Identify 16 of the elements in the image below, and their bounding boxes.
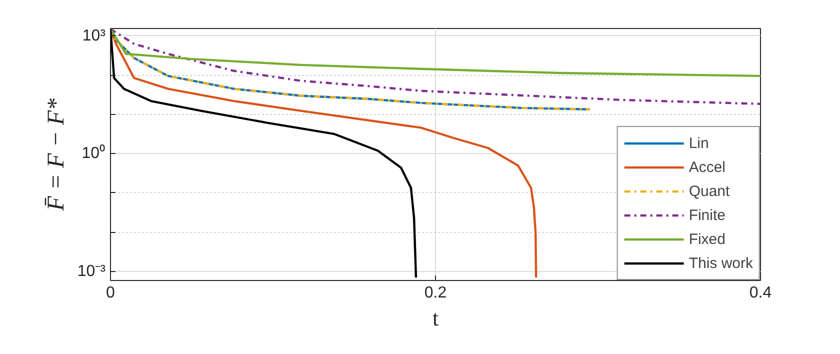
- legend-label: Fixed: [688, 230, 726, 249]
- y-tick-label: 10⁰: [82, 144, 106, 162]
- legend-label: This work: [688, 254, 753, 273]
- y-axis-title: F̄ = F − F*: [43, 98, 70, 212]
- y-tick-label: 10⁻³: [77, 263, 106, 280]
- line-series: [110, 28, 760, 106]
- x-tick-label: 0.4: [749, 284, 772, 302]
- legend-label: Accel: [688, 158, 726, 177]
- line-series: [110, 28, 760, 78]
- legend-label: Lin: [688, 134, 709, 153]
- x-axis-title: t: [432, 306, 439, 330]
- legend-label: Quant: [688, 182, 730, 201]
- legend-label: Finite: [688, 206, 726, 225]
- x-tick-label: 0: [106, 284, 116, 302]
- y-tick-label: 10³: [82, 27, 106, 44]
- x-tick-label: 0.2: [424, 284, 447, 302]
